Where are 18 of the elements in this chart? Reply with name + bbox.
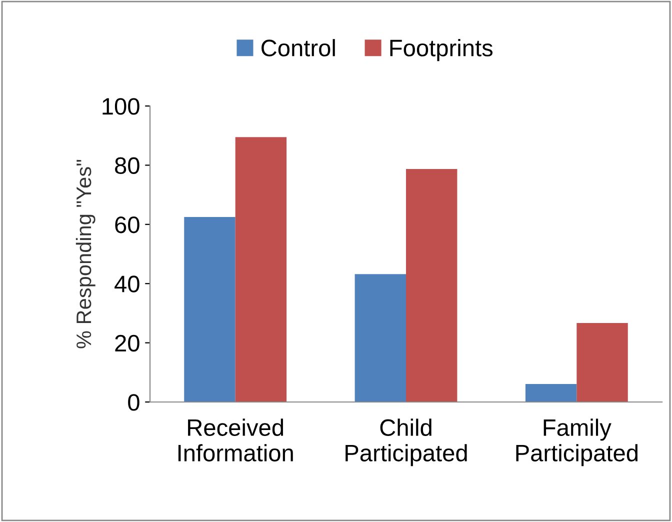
y-tick-label: 60 bbox=[115, 216, 140, 234]
legend-label: Footprints bbox=[390, 39, 493, 62]
bar bbox=[354, 274, 406, 402]
bar bbox=[576, 322, 628, 402]
y-tick-label: 20 bbox=[115, 334, 140, 352]
y-tick-label: 100 bbox=[102, 98, 140, 115]
bar bbox=[406, 169, 458, 402]
x-tick-label: Received Information bbox=[178, 418, 293, 462]
x-tick-label: Child Participated bbox=[346, 418, 467, 466]
bar bbox=[525, 384, 577, 402]
bar bbox=[235, 137, 287, 402]
y-axis-title: % Responding "Yes" bbox=[76, 160, 96, 348]
legend-label: Control bbox=[262, 39, 335, 56]
x-tick-label: Family Participated bbox=[516, 418, 638, 466]
y-tick-label: 80 bbox=[115, 157, 140, 174]
bar bbox=[184, 217, 236, 402]
y-tick-label: 40 bbox=[114, 276, 140, 292]
y-tick-label: 0 bbox=[128, 394, 140, 411]
